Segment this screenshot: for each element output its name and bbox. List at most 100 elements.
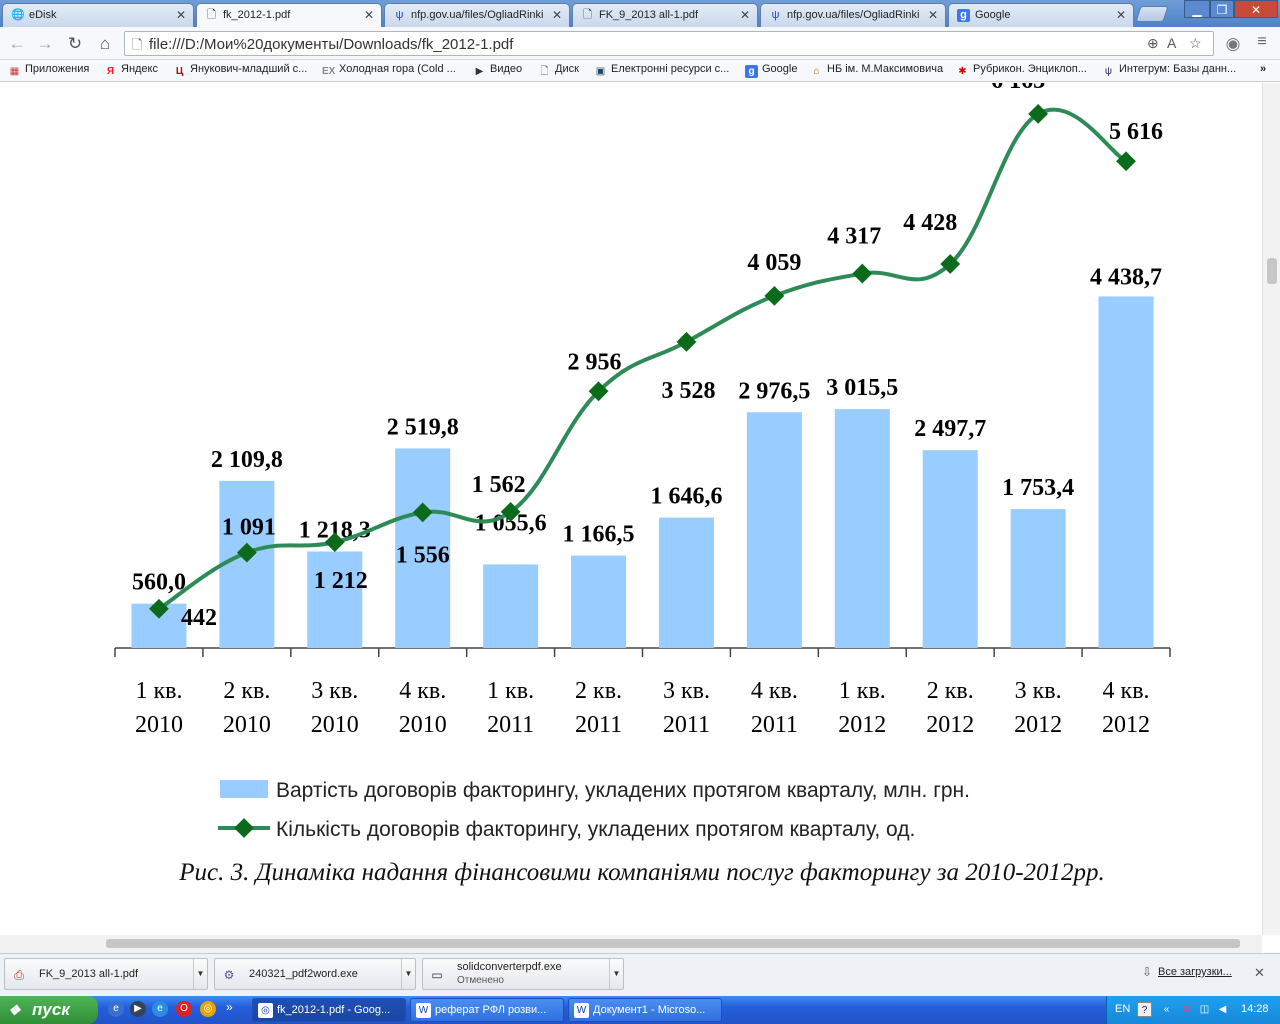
- line-value-label: 442: [181, 605, 217, 631]
- hide-icons-arrow-icon[interactable]: «: [1163, 1004, 1170, 1015]
- start-button[interactable]: ❖ пуск: [0, 996, 98, 1024]
- bookmark-integrum[interactable]: ψ Интегрум: Базы данн...: [1102, 63, 1236, 78]
- chevron-down-icon[interactable]: ▼: [193, 959, 207, 989]
- trident-icon: ψ: [395, 9, 404, 21]
- quicklaunch-overflow-icon[interactable]: »: [226, 1000, 233, 1014]
- bookmark-rubricon[interactable]: ✱ Рубрикон. Энциклоп...: [956, 63, 1087, 78]
- scroll-thumb[interactable]: [1267, 258, 1277, 284]
- download-item[interactable]: ▭ solidconverterpdf.exe Отменено ▼: [422, 958, 624, 990]
- tab-title: eDisk: [29, 9, 57, 21]
- line-marker: [764, 285, 785, 306]
- bar: [922, 450, 978, 648]
- restore-button[interactable]: ❐: [1210, 0, 1234, 18]
- address-bar[interactable]: 🗋 file:///D:/Мои%20документы/Downloads/f…: [124, 31, 1214, 56]
- rubricon-icon: ✱: [958, 66, 967, 77]
- horizontal-scrollbar[interactable]: [0, 935, 1262, 953]
- home-icon[interactable]: ⌂: [99, 34, 111, 53]
- back-arrow-icon[interactable]: ←: [8, 34, 26, 53]
- bookmark-apps[interactable]: ▦ Приложения: [9, 63, 90, 77]
- minimize-button[interactable]: ▁: [1184, 0, 1210, 18]
- bookmark-cold-mountain[interactable]: EX Холодная гора (Cold ...: [322, 63, 456, 77]
- tab-title: FK_9_2013 all-1.pdf: [599, 9, 699, 21]
- bookmarks-overflow-icon[interactable]: »: [1260, 63, 1267, 75]
- line-value-labels: 442 1 091 1 212 1 556 1 562 2 956 3 528 4 059 4 …: [181, 83, 1163, 631]
- language-indicator[interactable]: EN: [1115, 1003, 1131, 1015]
- chevron-down-icon[interactable]: ▼: [401, 959, 415, 989]
- taskbar-item-word-doc[interactable]: W Документ1 - Microso...: [568, 998, 722, 1022]
- close-icon[interactable]: ✕: [551, 8, 562, 22]
- bar: [746, 412, 802, 648]
- bar-value-label: 3 015,5: [826, 375, 898, 401]
- extension-icon[interactable]: ◉: [1225, 34, 1241, 53]
- ie-icon[interactable]: e: [108, 1001, 124, 1017]
- download-item[interactable]: ⎙ FK_9_2013 all-1.pdf ▼: [4, 958, 208, 990]
- tab-fk-2012-pdf[interactable]: 🗋 fk_2012-1.pdf ✕: [196, 3, 382, 27]
- figure-caption: Рис. 3. Динаміка надання фінансовими ком…: [179, 859, 1105, 886]
- bookmark-library[interactable]: ⌂ НБ ім. М.Максимовича: [810, 63, 943, 78]
- taskbar-item-chrome[interactable]: ◎ fk_2012-1.pdf - Goog...: [252, 998, 406, 1022]
- close-icon[interactable]: ✕: [363, 8, 374, 22]
- close-icon[interactable]: ✕: [739, 8, 750, 22]
- category-year-label: 2010: [311, 712, 359, 738]
- opera-icon[interactable]: O: [176, 1001, 192, 1017]
- scroll-thumb[interactable]: [106, 939, 1240, 948]
- category-year-label: 2011: [487, 712, 534, 738]
- category-year-label: 2010: [223, 712, 271, 738]
- close-icon[interactable]: ✕: [1115, 8, 1126, 22]
- star-icon[interactable]: ☆: [1189, 35, 1202, 51]
- tab-nfp-1[interactable]: ψ nfp.gov.ua/files/OgliadRinki ✕: [384, 3, 570, 27]
- line-value-label: 1 556: [396, 542, 450, 568]
- media-player-icon[interactable]: ▶: [130, 1001, 146, 1017]
- translate-icon[interactable]: A: [1167, 35, 1177, 51]
- new-tab-button[interactable]: [1135, 6, 1169, 22]
- download-arrow-icon: ⇩: [1142, 965, 1153, 979]
- line-value-label: 4 428: [903, 210, 957, 236]
- close-window-button[interactable]: ✕: [1234, 0, 1278, 18]
- forward-arrow-icon[interactable]: →: [36, 34, 54, 53]
- library-icon: ▣: [595, 66, 606, 77]
- bookmark-news[interactable]: Ц Янукович-младший с...: [173, 63, 307, 78]
- windows-logo-icon: ❖: [8, 1002, 21, 1018]
- tab-nfp-2[interactable]: ψ nfp.gov.ua/files/OgliadRinki ✕: [760, 3, 946, 27]
- all-downloads-link[interactable]: Все загрузки...: [1158, 966, 1232, 978]
- bookmark-eresources[interactable]: ▣ Електронні ресурси с...: [595, 63, 730, 77]
- network-icon[interactable]: ◫: [1199, 1004, 1210, 1015]
- tab-google[interactable]: g Google ✕: [948, 3, 1134, 27]
- bar: [658, 517, 714, 648]
- legend-line-label: Кількість договорів факторингу, укладени…: [276, 818, 915, 841]
- bookmark-google[interactable]: g Google: [745, 63, 797, 78]
- reload-icon[interactable]: ↻: [67, 34, 83, 53]
- zoom-icon[interactable]: ⊕: [1147, 35, 1159, 51]
- close-icon[interactable]: ✕: [927, 8, 938, 22]
- apps-grid-icon: ▦: [9, 66, 20, 77]
- volume-icon[interactable]: ◀: [1218, 1004, 1227, 1015]
- trident-icon: ψ: [771, 9, 780, 21]
- url-text[interactable]: file:///D:/Мои%20документы/Downloads/fk_…: [149, 36, 514, 53]
- chrome-icon[interactable]: ◎: [200, 1001, 216, 1017]
- category-quarter-label: 3 кв.: [1015, 678, 1062, 704]
- bookmark-disk[interactable]: 🗋 Диск: [538, 63, 578, 78]
- line-marker: [1116, 151, 1136, 172]
- internet-explorer-icon[interactable]: e: [152, 1001, 168, 1017]
- google-icon: g: [745, 65, 758, 78]
- ex-icon: EX: [322, 66, 336, 77]
- bookmark-video[interactable]: ▶ Видео: [473, 63, 523, 78]
- vertical-scrollbar[interactable]: [1262, 83, 1280, 935]
- browser-toolbar: ← → ↻ ⌂ 🗋 file:///D:/Мои%20документы/Dow…: [0, 27, 1280, 60]
- taskbar-item-word-report[interactable]: W реферат РФЛ розви...: [410, 998, 564, 1022]
- category-year-label: 2010: [399, 712, 447, 738]
- tab-title: nfp.gov.ua/files/OgliadRinki: [787, 9, 920, 21]
- chevron-down-icon[interactable]: ▼: [609, 959, 623, 989]
- tab-fk-9-2013[interactable]: 🗋 FK_9_2013 all-1.pdf ✕: [572, 3, 758, 27]
- category-year-label: 2011: [575, 712, 622, 738]
- antivirus-icon[interactable]: ✕: [1182, 1004, 1191, 1015]
- help-icon[interactable]: ?: [1137, 1002, 1152, 1017]
- download-item[interactable]: ⚙ 240321_pdf2word.exe ▼: [214, 958, 416, 990]
- globe-icon: 🌐: [11, 9, 25, 21]
- close-icon[interactable]: ✕: [1254, 965, 1265, 980]
- tab-edisk[interactable]: 🌐 eDisk ✕: [2, 3, 194, 27]
- close-icon[interactable]: ✕: [175, 8, 186, 22]
- bookmark-yandex[interactable]: Я Яндекс: [104, 63, 158, 78]
- category-year-label: 2011: [663, 712, 710, 738]
- menu-icon[interactable]: ≡: [1257, 33, 1267, 50]
